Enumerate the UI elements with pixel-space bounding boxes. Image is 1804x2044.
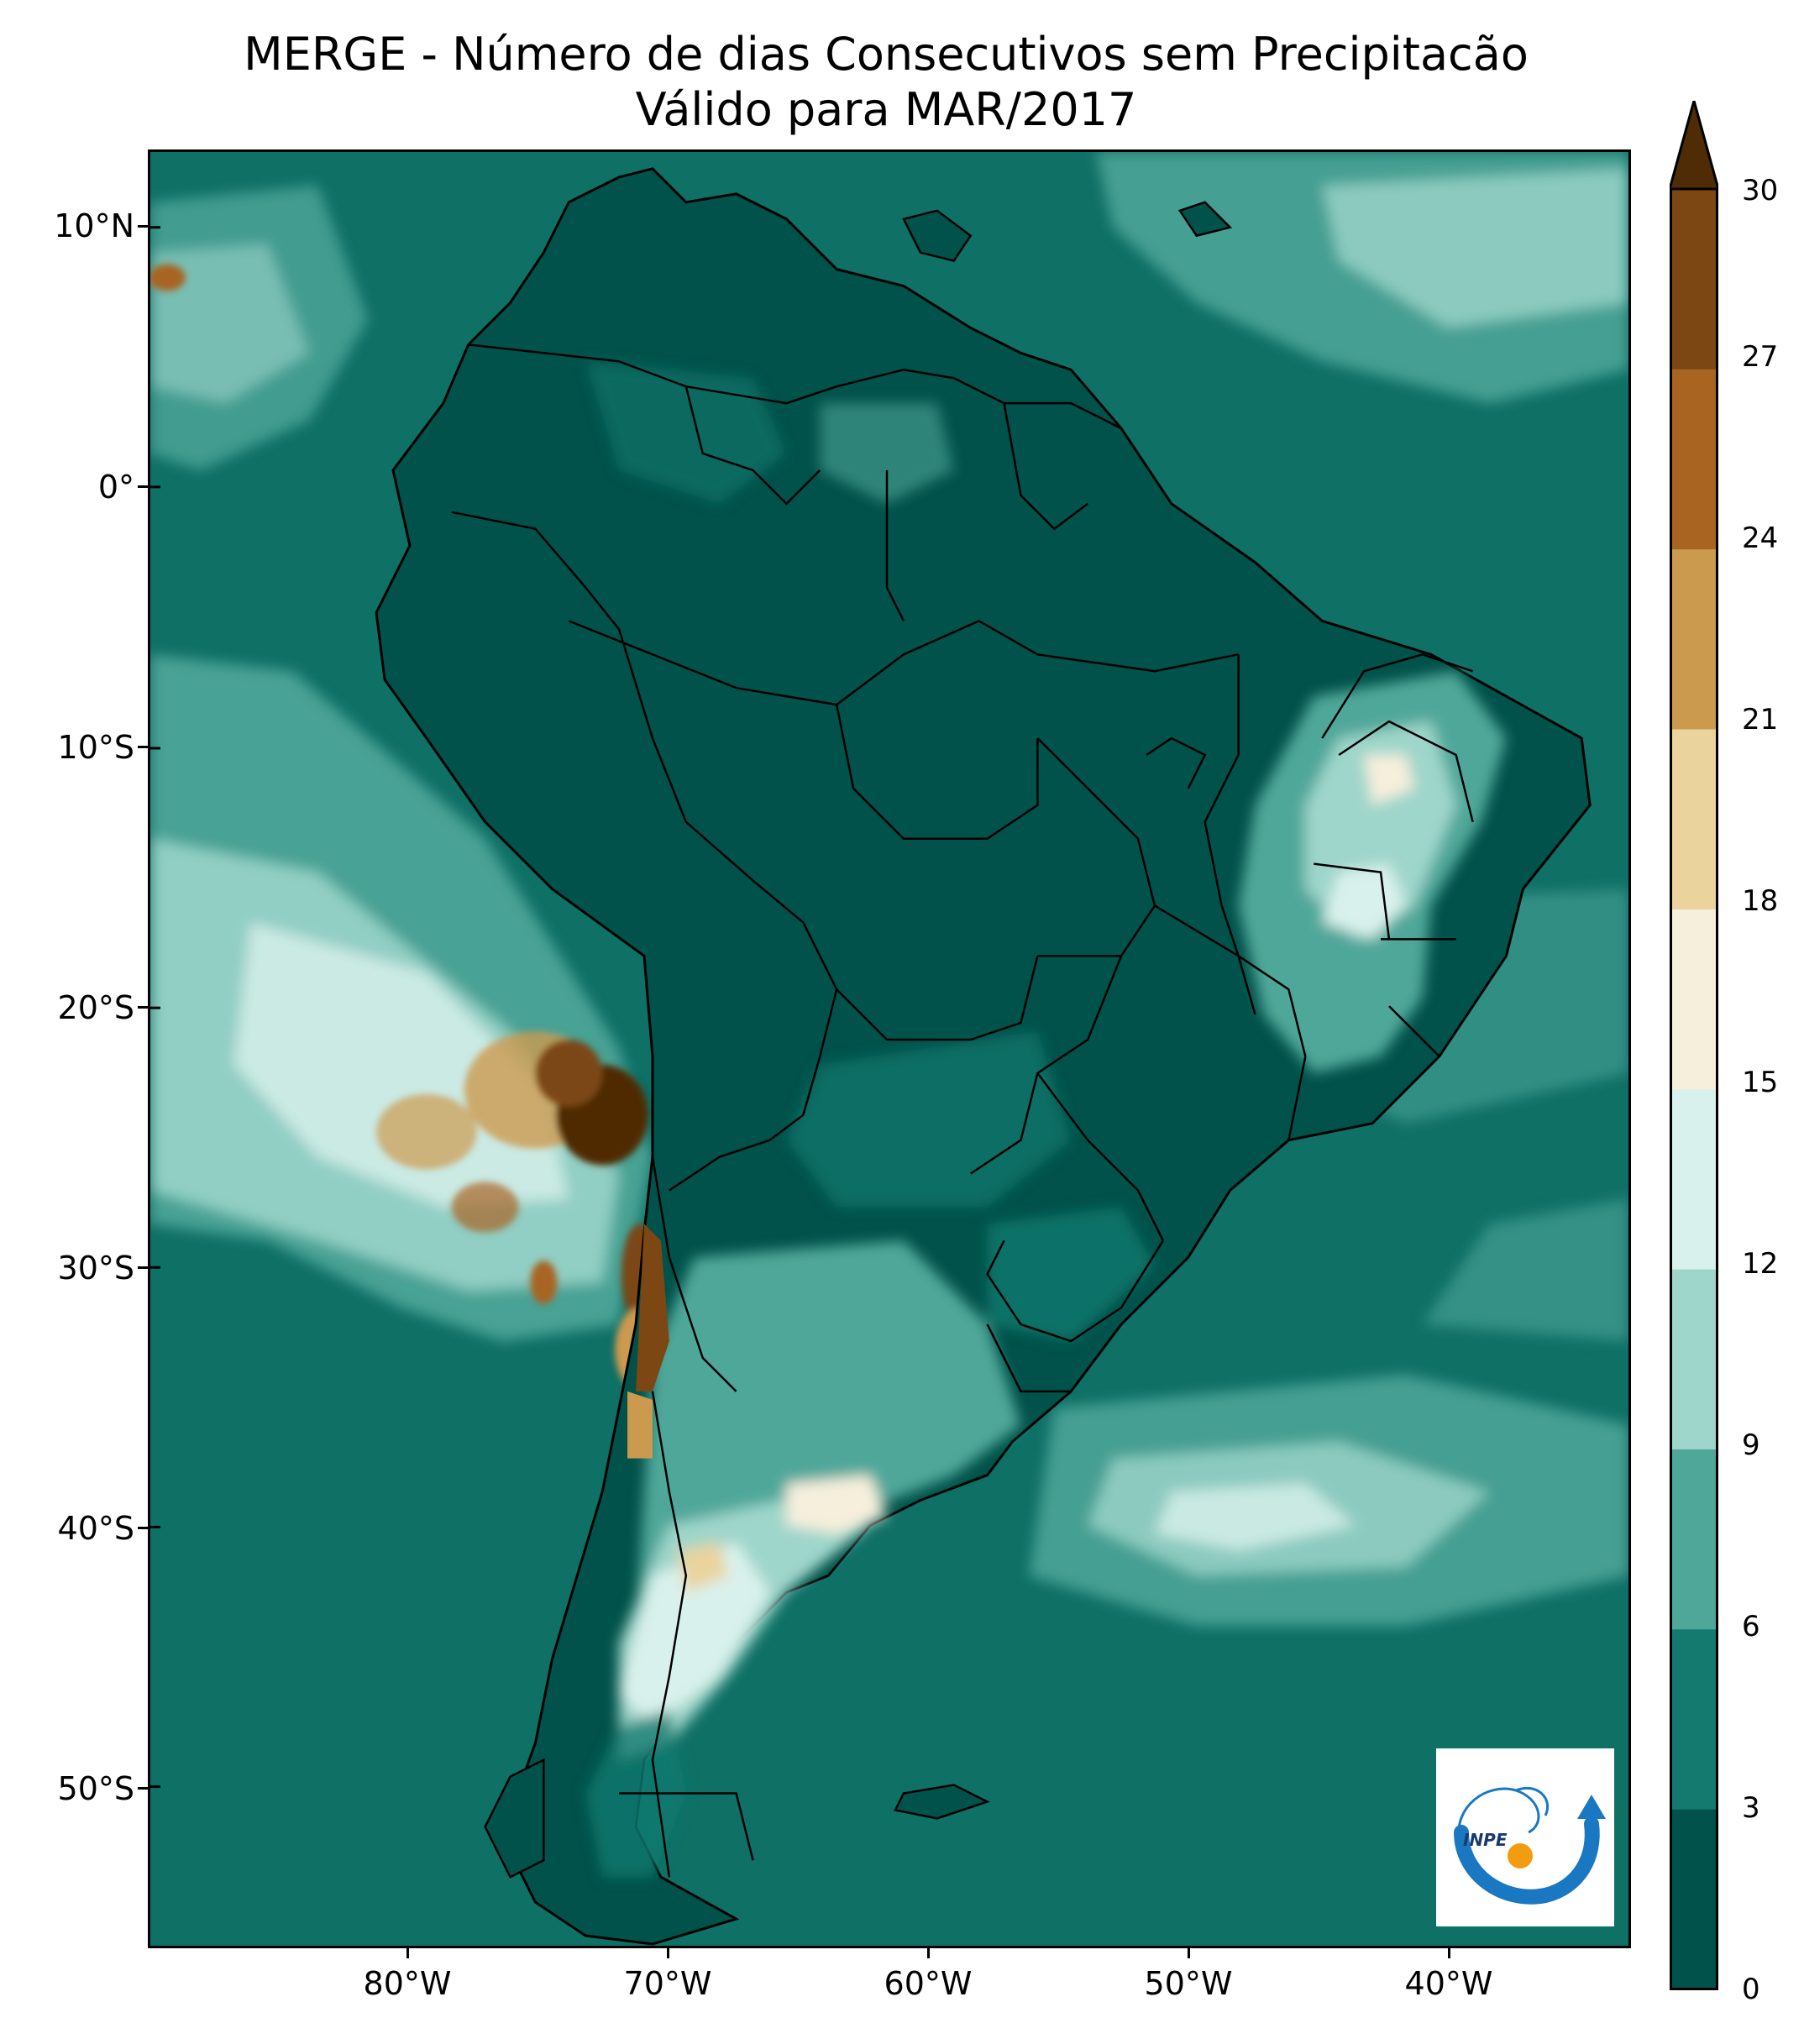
- political-borders: [451, 343, 1474, 1878]
- map-title: MERGE - Número de dias Consecutivos sem …: [244, 28, 1529, 81]
- inpe-logo: INPE: [1436, 1748, 1614, 1926]
- colorbar-label-18: 18: [1742, 884, 1779, 918]
- colorbar-band: [1670, 1809, 1718, 1989]
- lat-label-30s: 30°S: [57, 1250, 134, 1287]
- inpe-logo-text: INPE: [1463, 1830, 1508, 1850]
- lat-tick: [138, 225, 148, 228]
- colorbar-band: [1670, 369, 1718, 550]
- inpe-logo-graphic: INPE: [1454, 1786, 1606, 1905]
- lat-label-20s: 20°S: [57, 989, 134, 1026]
- lon-tick: [667, 1948, 669, 1958]
- lon-label-40w: 40°W: [1404, 1965, 1493, 2002]
- colorbar-label-0: 0: [1742, 1973, 1760, 2006]
- colorbar-band: [1670, 548, 1718, 730]
- colorbar: [1670, 101, 1718, 1990]
- precipitation-map: [150, 152, 1628, 1946]
- colorbar-label-12: 12: [1742, 1247, 1779, 1281]
- lat-label-0: 0°: [97, 469, 134, 506]
- chile-dry-strip-south: [627, 1391, 653, 1459]
- lon-label-50w: 50°W: [1144, 1965, 1233, 2002]
- lat-label-40s: 40°S: [57, 1510, 134, 1547]
- colorbar-band: [1670, 189, 1718, 369]
- lon-label-80w: 80°W: [363, 1965, 452, 2002]
- colorbar-band: [1670, 1269, 1718, 1449]
- colorbar-extend-arrow: [1670, 101, 1718, 191]
- map-subtitle: Válido para MAR/2017: [635, 83, 1137, 136]
- lat-label-10s: 10°S: [57, 729, 134, 766]
- lat-tick: [138, 485, 148, 488]
- colorbar-band: [1670, 909, 1718, 1090]
- colorbar-label-27: 27: [1742, 340, 1779, 374]
- lon-tick: [406, 1948, 409, 1958]
- colorbar-label-6: 6: [1742, 1610, 1760, 1643]
- lon-tick: [1188, 1948, 1190, 1958]
- colorbar-band: [1670, 729, 1718, 909]
- colorbar-band: [1670, 1449, 1718, 1630]
- lon-tick: [1448, 1948, 1450, 1958]
- map-panel: [148, 149, 1631, 1948]
- chile-dry-strip: [636, 1224, 669, 1391]
- islands: [484, 201, 1233, 1879]
- lat-tick: [138, 1006, 148, 1009]
- colorbar-label-24: 24: [1742, 521, 1779, 555]
- colorbar-frame: [1670, 187, 1718, 1990]
- colorbar-band: [1670, 1088, 1718, 1270]
- lon-label-70w: 70°W: [623, 1965, 712, 2002]
- lat-tick: [138, 1527, 148, 1529]
- ocean-dry-patches: [150, 152, 1628, 1627]
- inner-ticks: [150, 226, 160, 1789]
- colorbar-label-30: 30: [1742, 174, 1779, 207]
- lat-tick: [138, 1787, 148, 1790]
- colorbar-label-21: 21: [1742, 703, 1779, 736]
- lat-label-50s: 50°S: [57, 1770, 134, 1807]
- lat-tick: [138, 1266, 148, 1269]
- colorbar-label-15: 15: [1742, 1066, 1779, 1099]
- lat-label-10n: 10°N: [54, 207, 134, 244]
- colorbar-bands: [1670, 189, 1718, 1989]
- lat-tick: [138, 746, 148, 748]
- colorbar-label-9: 9: [1742, 1428, 1760, 1462]
- lon-tick: [927, 1948, 930, 1958]
- colorbar-band: [1670, 1628, 1718, 1810]
- lon-label-60w: 60°W: [884, 1965, 973, 2002]
- colorbar-label-3: 3: [1742, 1791, 1760, 1825]
